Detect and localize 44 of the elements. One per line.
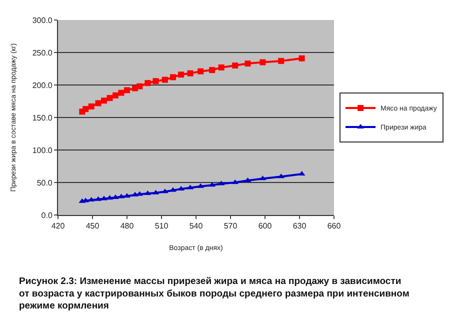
point [112, 92, 118, 98]
point [244, 60, 251, 67]
x-tick-label: 480 [120, 222, 134, 231]
point [162, 76, 168, 83]
point [118, 90, 124, 96]
point [198, 68, 204, 74]
point [101, 98, 107, 104]
x-tick-label: 630 [292, 222, 307, 231]
point [106, 95, 113, 101]
y-tick-label: 250.0 [32, 48, 53, 58]
point [260, 59, 266, 66]
point [218, 64, 224, 70]
point [298, 55, 305, 62]
x-tick-label: 420 [51, 222, 66, 231]
y-tick-label: 150.0 [32, 113, 53, 122]
point [170, 187, 176, 192]
point [187, 70, 194, 76]
x-tick-label: 510 [154, 222, 169, 231]
x-tick-label: 450 [86, 222, 100, 231]
y-tick-label: 100.0 [32, 146, 53, 155]
x-tick-label: 540 [189, 222, 204, 231]
point [178, 72, 184, 78]
y-tick-label: 300.0 [32, 16, 53, 25]
point [152, 78, 159, 84]
point [232, 62, 238, 68]
point [100, 196, 108, 200]
point [124, 87, 130, 94]
x-tick-label: 660 [327, 222, 342, 231]
point [88, 103, 94, 110]
point [112, 194, 119, 199]
point [136, 83, 143, 90]
y-tick-label: 0.0 [41, 210, 53, 220]
x-tick-label: 570 [224, 222, 238, 231]
point [82, 106, 89, 112]
y-tick-label: 50.0 [36, 178, 53, 188]
x-tick-label: 600 [258, 222, 272, 231]
point [95, 100, 102, 106]
point [170, 74, 176, 80]
text: Рисунок 2.3: Изменение массы прирезей жира и мяса на продажу в зависимости от возраста у кастрированных быков породы среднего размера при интенсивном режиме кормления [19, 276, 410, 312]
point [144, 80, 151, 86]
point [124, 193, 130, 198]
point [209, 67, 216, 74]
point [278, 58, 284, 64]
y-tick-label: 200.0 [32, 80, 53, 90]
